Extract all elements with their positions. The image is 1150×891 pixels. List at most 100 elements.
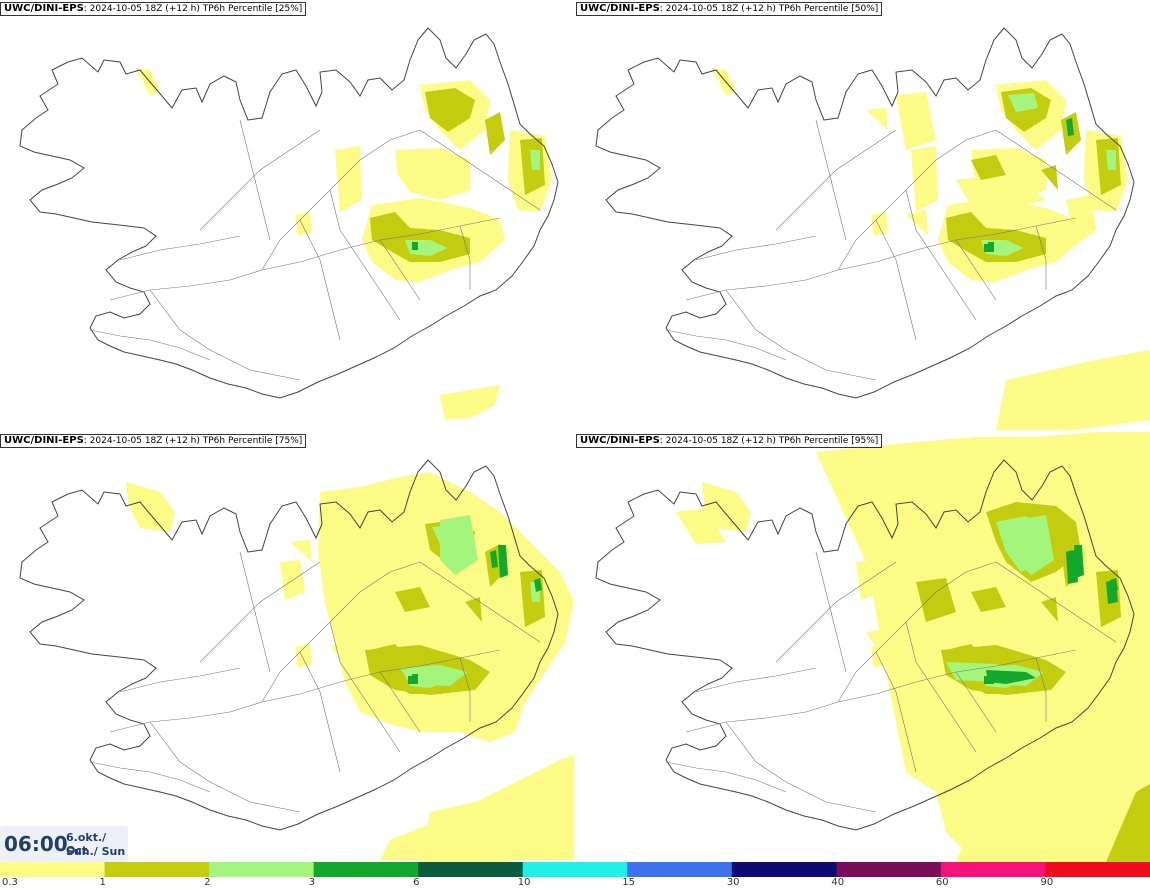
precip-area-yellow — [996, 350, 1150, 430]
run-info: : 2024-10-05 18Z (+12 h) — [83, 4, 203, 14]
road-line — [109, 217, 501, 301]
legend-swatch — [313, 862, 419, 877]
model-name: UWC/DINI-EPS — [580, 3, 660, 14]
panel-title: UWC/DINI-EPS: 2024-10-05 18Z (+12 h) TP6… — [576, 434, 883, 448]
road-line — [89, 761, 211, 793]
road-line — [815, 119, 847, 241]
valid-day: Sun./ Sun — [66, 845, 126, 858]
road-line — [419, 561, 541, 643]
precip-area-olive — [971, 587, 1006, 612]
precip-area-yellow — [871, 212, 888, 236]
legend-swatch — [0, 862, 106, 877]
legend-swatch — [731, 862, 837, 877]
precip-area-olive — [425, 88, 475, 132]
precip-area-green — [408, 676, 418, 684]
precipitation-map — [595, 27, 1150, 430]
precip-area-yellow — [911, 146, 938, 212]
run-info: : 2024-10-05 18Z (+12 h) — [659, 4, 779, 14]
road-line — [119, 667, 241, 693]
legend-swatch — [627, 862, 733, 877]
road-line — [955, 239, 997, 301]
precipitation-map — [595, 432, 1150, 862]
legend-tick-label: 6 — [413, 877, 420, 888]
precip-area-yellow — [896, 92, 936, 150]
precip-area-yellow — [956, 175, 1046, 210]
precip-area-olive — [1041, 597, 1058, 622]
road-line — [379, 239, 421, 301]
precip-area-yellow — [676, 508, 726, 544]
precip-area-olive — [971, 155, 1006, 180]
legend-ticks: 0.3 1 2 3 6 10 15 30 40 60 90 — [0, 877, 1150, 891]
road-line — [419, 129, 541, 211]
precip-area-olive — [1106, 784, 1150, 862]
legend-tick-label: 90 — [1040, 877, 1054, 888]
map-panel-3: UWC/DINI-EPS: 2024-10-05 18Z (+12 h) TP6… — [0, 432, 574, 862]
precipitation-map — [19, 459, 574, 862]
run-info: : 2024-10-05 18Z (+12 h) — [659, 436, 779, 446]
map-panel-1: UWC/DINI-EPS: 2024-10-05 18Z (+12 h) TP6… — [0, 0, 574, 430]
precip-area-yellow — [395, 148, 470, 200]
road-line — [299, 219, 341, 341]
road-line — [775, 561, 897, 663]
road-line — [955, 671, 997, 733]
road-line — [329, 621, 401, 753]
road-line — [695, 235, 817, 261]
legend-tick-label: 10 — [517, 877, 531, 888]
legend-tick-label: 2 — [204, 877, 211, 888]
precip-area-green — [534, 578, 542, 592]
legend-tick-label: 0.3 — [2, 877, 18, 888]
road-line — [815, 551, 847, 673]
color-legend — [0, 862, 1150, 877]
precip-area-green — [1106, 580, 1118, 604]
iceland-coastline — [595, 27, 1135, 399]
field-name: TP6h Percentile [95%] — [778, 436, 879, 446]
model-name: UWC/DINI-EPS — [4, 3, 84, 14]
valid-date: 6.okt./ Oct — [66, 831, 107, 857]
road-line — [685, 217, 1077, 301]
legend-swatch — [104, 862, 210, 877]
legend-tick-label: 1 — [99, 877, 106, 888]
model-name: UWC/DINI-EPS — [4, 435, 84, 446]
precip-area-yellow — [440, 385, 500, 420]
road-line — [459, 657, 471, 722]
road-line — [905, 621, 977, 753]
road-line — [109, 649, 501, 733]
road-line — [725, 289, 877, 381]
model-name: UWC/DINI-EPS — [580, 435, 660, 446]
iceland-coastline — [595, 459, 1135, 831]
precip-area-yellow — [335, 146, 362, 212]
road-line — [695, 667, 817, 693]
road-line — [665, 329, 787, 361]
run-info: : 2024-10-05 18Z (+12 h) — [83, 436, 203, 446]
road-line — [149, 289, 301, 381]
road-line — [995, 129, 1117, 211]
valid-time: 06:00 — [4, 832, 68, 856]
road-line — [665, 761, 787, 793]
road-line — [299, 651, 341, 773]
legend-swatch — [522, 862, 628, 877]
road-line — [239, 119, 271, 241]
iceland-coastline — [19, 459, 559, 831]
precip-area-green — [498, 545, 508, 578]
road-line — [875, 219, 917, 341]
road-line — [905, 189, 977, 321]
road-line — [199, 561, 321, 663]
precip-area-lightgreen — [530, 150, 540, 170]
legend-swatch — [940, 862, 1046, 877]
precip-area-yellow — [136, 68, 160, 96]
precip-area-yellow — [380, 755, 574, 860]
legend-tick-label: 3 — [308, 877, 315, 888]
legend-tick-label: 15 — [622, 877, 635, 888]
horizontal-separator — [0, 430, 1150, 432]
road-line — [685, 649, 1077, 733]
precip-area-yellow — [866, 630, 886, 662]
panel-title: UWC/DINI-EPS: 2024-10-05 18Z (+12 h) TP6… — [0, 434, 307, 448]
precip-area-yellow — [1066, 195, 1096, 245]
precip-area-yellow — [712, 68, 736, 96]
panel-title: UWC/DINI-EPS: 2024-10-05 18Z (+12 h) TP6… — [0, 2, 307, 16]
precip-area-olive — [1041, 165, 1058, 190]
precip-area-green — [986, 670, 1036, 684]
precip-area-lightgreen — [996, 516, 1046, 572]
iceland-coastline — [19, 27, 559, 399]
precip-area-yellow — [906, 210, 928, 235]
